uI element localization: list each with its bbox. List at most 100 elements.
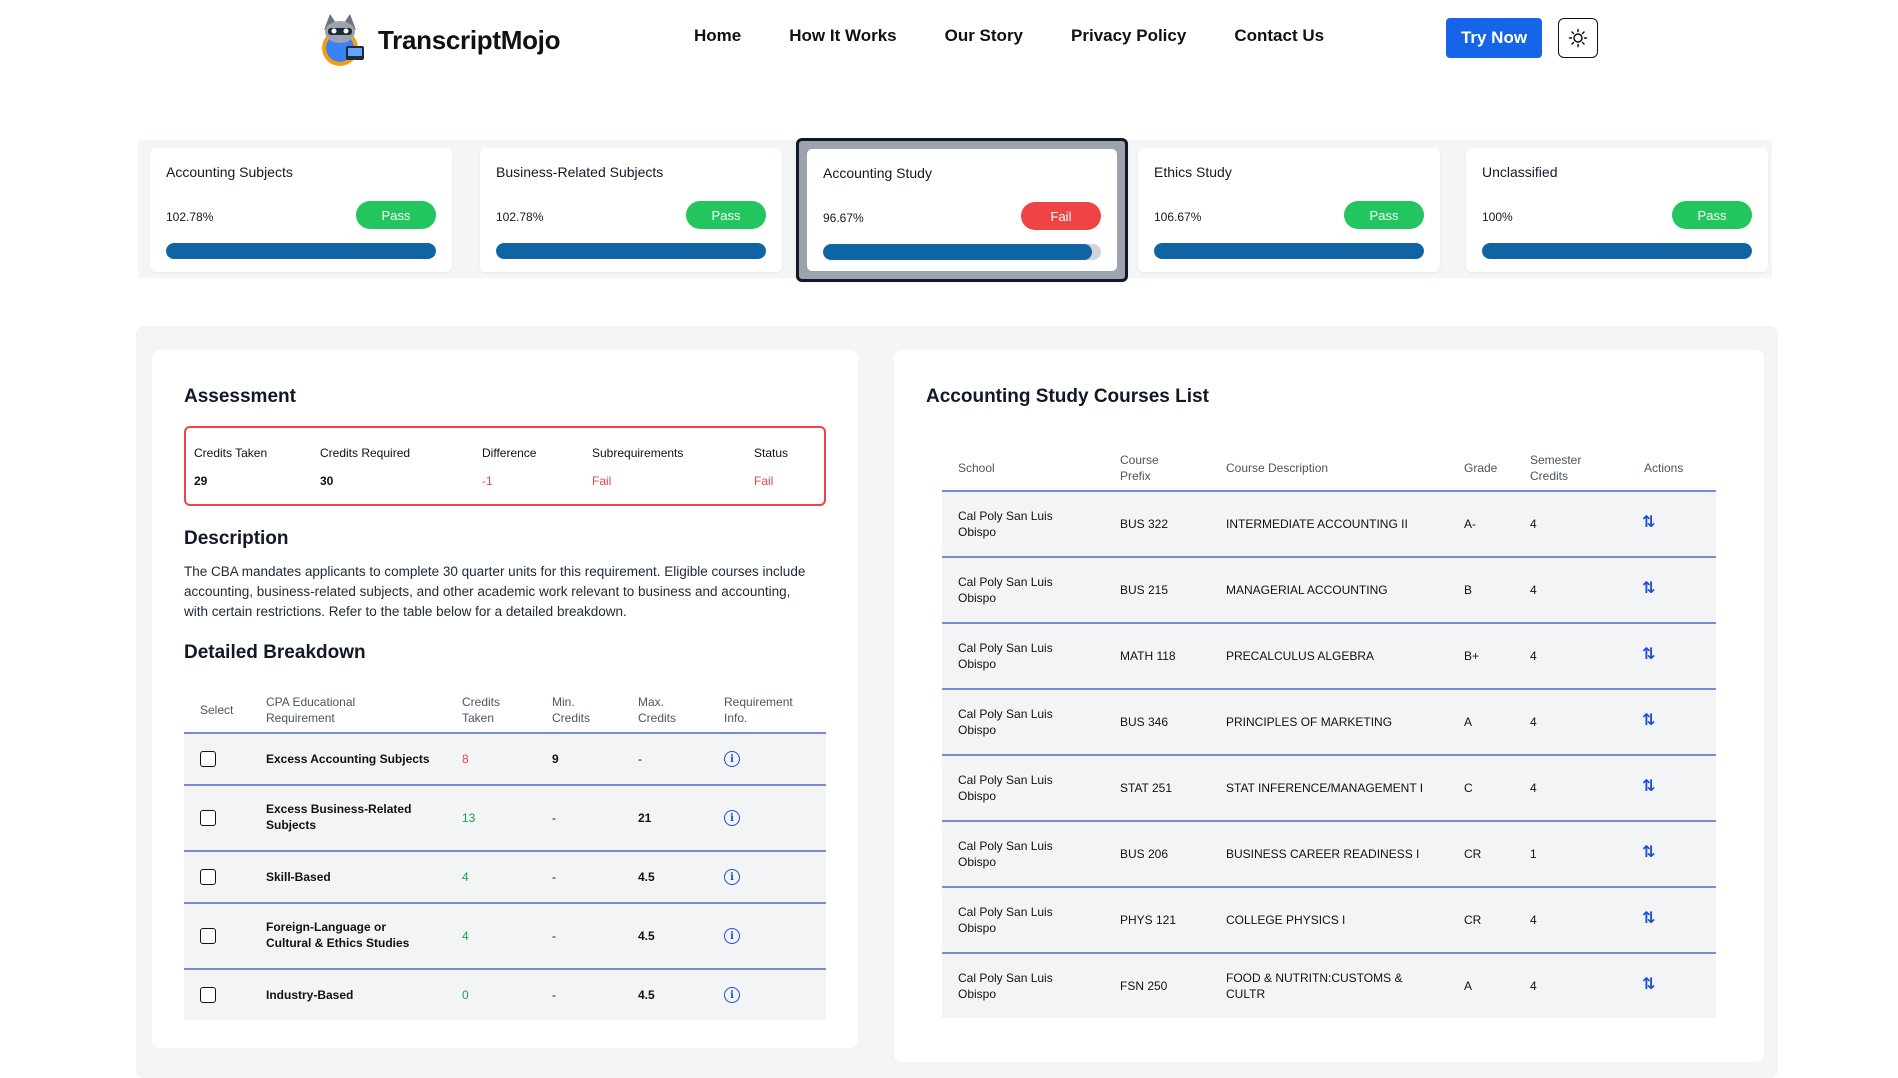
- breakdown-header-credits-taken: Credits Taken: [462, 695, 501, 725]
- table-divider: [942, 688, 1716, 690]
- info-icon[interactable]: i: [724, 928, 740, 944]
- brand-logo[interactable]: TranscriptMojo: [312, 10, 560, 70]
- info-icon[interactable]: i: [724, 810, 740, 826]
- progress-bar-fill: [166, 243, 436, 259]
- course-prefix: BUS 322: [1120, 517, 1169, 531]
- breakdown-row: Industry-Based 0 - 4.5 i: [184, 970, 826, 1020]
- min-credits: -: [552, 811, 556, 825]
- category-percent: 100%: [1482, 210, 1513, 224]
- requirement-name: Industry-Based: [266, 988, 354, 1002]
- course-row: Cal Poly San Luis Obispo FSN 250 FOOD & …: [942, 954, 1716, 1018]
- progress-bar: [496, 243, 766, 259]
- info-icon[interactable]: i: [724, 987, 740, 1003]
- swap-icon[interactable]: ⇅: [1642, 976, 1656, 993]
- courses-heading: Accounting Study Courses List: [926, 386, 1209, 407]
- course-school: Cal Poly San Luis Obispo: [958, 905, 1053, 935]
- max-credits: 4.5: [638, 929, 655, 943]
- max-credits: -: [638, 752, 642, 766]
- requirement-categories: Accounting Subjects 102.78% Pass Busines…: [138, 138, 1772, 282]
- description-heading: Description: [184, 528, 289, 549]
- main-nav: Home How It Works Our Story Privacy Poli…: [694, 26, 1324, 46]
- nav-contact-us[interactable]: Contact Us: [1234, 26, 1325, 45]
- course-prefix: BUS 215: [1120, 583, 1169, 597]
- assessment-value: 29: [194, 474, 208, 488]
- course-school: Cal Poly San Luis Obispo: [958, 641, 1053, 671]
- course-credits: 1: [1530, 847, 1537, 861]
- swap-icon[interactable]: ⇅: [1642, 712, 1656, 729]
- assessment-value: -1: [482, 474, 493, 488]
- category-card-unclassified[interactable]: Unclassified 100% Pass: [1466, 148, 1768, 272]
- swap-icon[interactable]: ⇅: [1642, 514, 1656, 531]
- requirement-name: Foreign-Language or Cultural & Ethics St…: [266, 920, 410, 950]
- nav-privacy-policy[interactable]: Privacy Policy: [1071, 26, 1187, 45]
- category-title: Accounting Study: [823, 165, 932, 181]
- info-icon[interactable]: i: [724, 751, 740, 767]
- nav-home[interactable]: Home: [694, 26, 742, 45]
- category-percent: 106.67%: [1154, 210, 1202, 224]
- courses-header-actions: Actions: [1644, 461, 1684, 475]
- course-prefix: STAT 251: [1120, 781, 1173, 795]
- breakdown-row: Skill-Based 4 - 4.5 i: [184, 852, 826, 902]
- course-row: Cal Poly San Luis Obispo BUS 346 PRINCIP…: [942, 690, 1716, 754]
- select-checkbox[interactable]: [200, 869, 216, 885]
- breakdown-heading: Detailed Breakdown: [184, 642, 366, 663]
- course-grade: CR: [1464, 847, 1482, 861]
- course-description: BUSINESS CAREER READINESS I: [1226, 847, 1420, 861]
- credits-taken: 0: [462, 988, 469, 1002]
- course-credits: 4: [1530, 649, 1537, 663]
- course-credits: 4: [1530, 517, 1537, 531]
- assessment-label: Credits Required: [320, 446, 411, 460]
- progress-bar: [1482, 243, 1752, 259]
- credits-taken: 13: [462, 811, 476, 825]
- category-card-accounting-study[interactable]: Accounting Study 96.67% Fail: [796, 138, 1128, 282]
- course-row: Cal Poly San Luis Obispo BUS 322 INTERME…: [942, 492, 1716, 556]
- category-title: Ethics Study: [1154, 164, 1232, 180]
- course-prefix: BUS 206: [1120, 847, 1169, 861]
- course-description: COLLEGE PHYSICS I: [1226, 913, 1346, 927]
- assessment-value: 30: [320, 474, 334, 488]
- category-card-accounting-subjects[interactable]: Accounting Subjects 102.78% Pass: [150, 148, 452, 272]
- breakdown-row: Excess Business-Related Subjects 13 - 21…: [184, 786, 826, 850]
- swap-icon[interactable]: ⇅: [1642, 910, 1656, 927]
- credits-taken: 4: [462, 870, 469, 884]
- table-divider: [942, 556, 1716, 558]
- assessment-panel: Assessment Credits Taken 29 Credits Requ…: [152, 350, 858, 1048]
- category-card-inner: Accounting Study 96.67% Fail: [807, 149, 1117, 271]
- course-credits: 4: [1530, 583, 1537, 597]
- category-card-ethics-study[interactable]: Ethics Study 106.67% Pass: [1138, 148, 1440, 272]
- assessment-label: Subrequirements: [592, 446, 684, 460]
- swap-icon[interactable]: ⇅: [1642, 646, 1656, 663]
- assessment-label: Credits Taken: [194, 446, 268, 460]
- select-checkbox[interactable]: [200, 928, 216, 944]
- courses-header-grade: Grade: [1464, 461, 1498, 475]
- category-title: Accounting Subjects: [166, 164, 293, 180]
- category-percent: 96.67%: [823, 211, 864, 225]
- course-row: Cal Poly San Luis Obispo BUS 206 BUSINES…: [942, 822, 1716, 886]
- table-divider: [942, 952, 1716, 954]
- select-checkbox[interactable]: [200, 751, 216, 767]
- requirement-name: Skill-Based: [266, 870, 331, 884]
- nav-how-it-works[interactable]: How It Works: [789, 26, 897, 45]
- try-now-button[interactable]: Try Now: [1446, 18, 1542, 58]
- category-card-business-related-subjects[interactable]: Business-Related Subjects 102.78% Pass: [480, 148, 782, 272]
- select-checkbox[interactable]: [200, 987, 216, 1003]
- table-divider: [184, 968, 826, 970]
- swap-icon[interactable]: ⇅: [1642, 580, 1656, 597]
- breakdown-row: Excess Accounting Subjects 8 9 - i: [184, 734, 826, 784]
- min-credits: 9: [552, 752, 559, 766]
- select-checkbox[interactable]: [200, 810, 216, 826]
- info-icon[interactable]: i: [724, 869, 740, 885]
- status-badge: Pass: [686, 201, 766, 229]
- assessment-status: Status Fail: [754, 446, 788, 488]
- nav-our-story[interactable]: Our Story: [944, 26, 1024, 45]
- swap-icon[interactable]: ⇅: [1642, 778, 1656, 795]
- swap-icon[interactable]: ⇅: [1642, 844, 1656, 861]
- course-grade: B+: [1464, 649, 1480, 663]
- category-title: Unclassified: [1482, 164, 1558, 180]
- breakdown-row: Foreign-Language or Cultural & Ethics St…: [184, 904, 826, 968]
- table-divider: [942, 622, 1716, 624]
- courses-header-prefix: Course Prefix: [1120, 453, 1159, 483]
- table-divider: [184, 732, 826, 734]
- table-divider: [942, 820, 1716, 822]
- theme-toggle-button[interactable]: [1558, 18, 1598, 58]
